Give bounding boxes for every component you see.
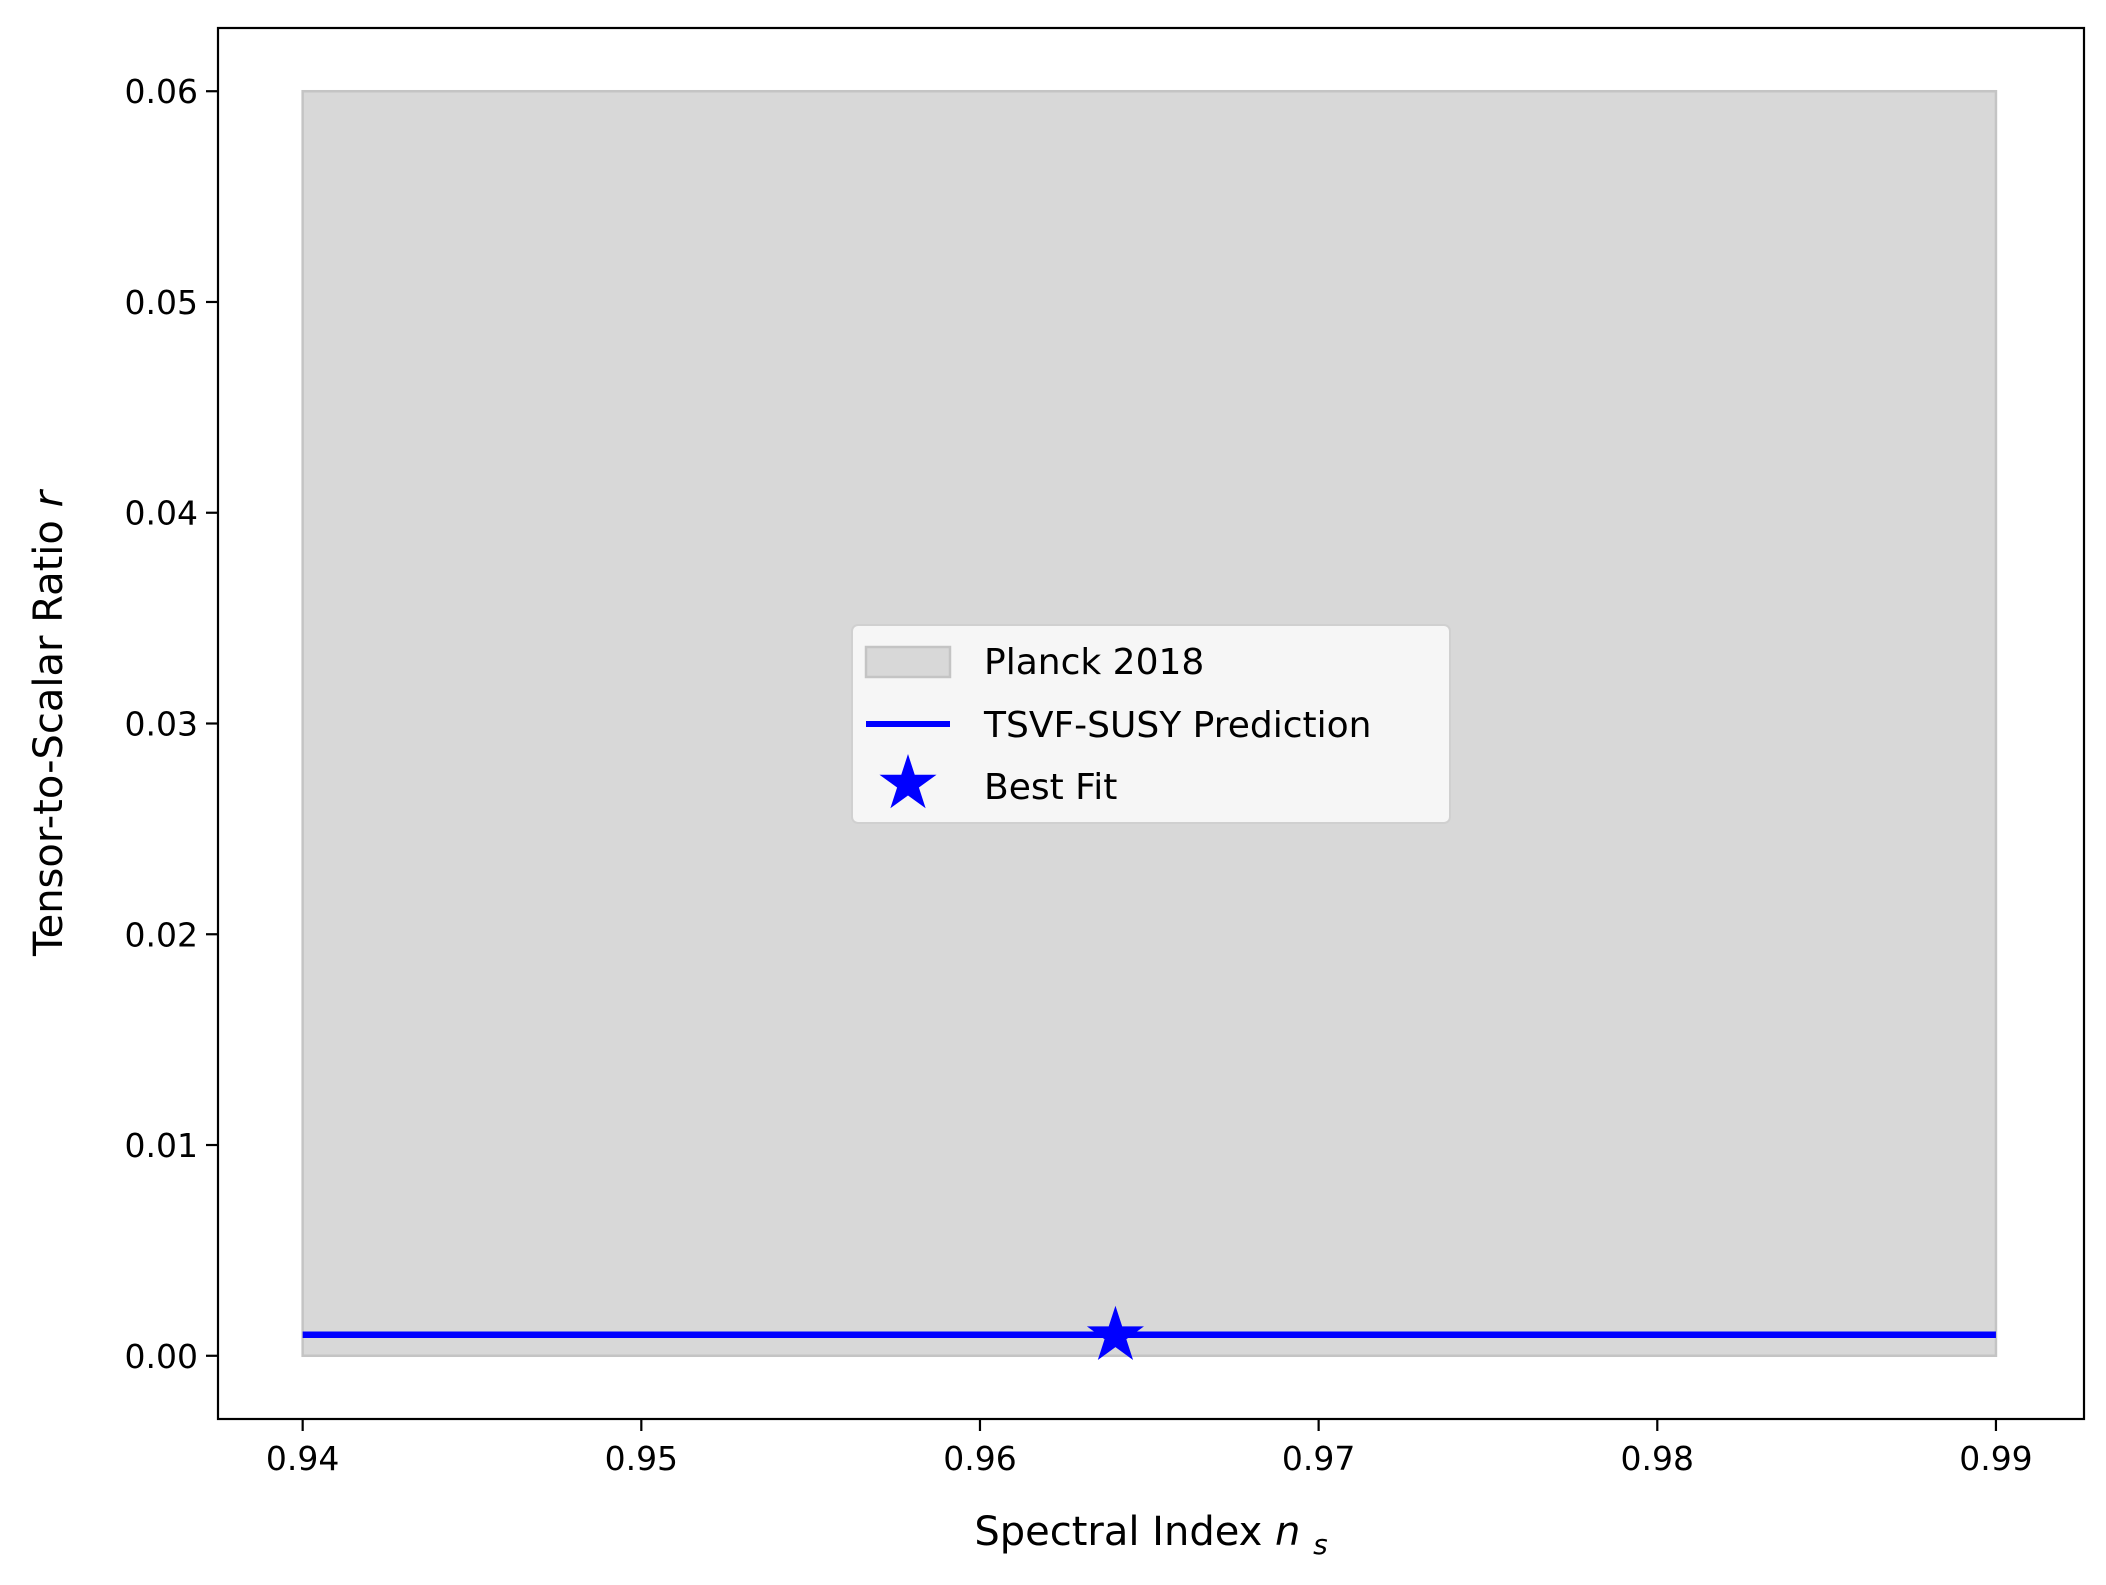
legend-label-best-fit: Best Fit bbox=[984, 767, 1117, 808]
legend-label-planck-2018: Planck 2018 bbox=[984, 642, 1204, 683]
legend-box bbox=[851, 624, 1451, 824]
x-tick-label: 0.95 bbox=[605, 1439, 678, 1478]
legend-swatch-planck-2018 bbox=[864, 645, 952, 679]
y-axis-label: Tensor-to-Scalar Ratio r bbox=[26, 488, 72, 957]
x-axis-label: Spectral Index n s bbox=[974, 1509, 1327, 1561]
x-tick-label: 0.96 bbox=[943, 1439, 1016, 1478]
y-axis-label-symbol: r bbox=[26, 488, 72, 507]
legend-label-tsvf-susy-prediction: TSVF-SUSY Prediction bbox=[983, 705, 1372, 746]
y-tick-label: 0.04 bbox=[125, 494, 198, 533]
x-tick-label: 0.99 bbox=[1959, 1439, 2032, 1478]
x-axis-ticks: 0.94 0.95 0.96 0.97 0.98 0.99 bbox=[266, 1419, 2033, 1478]
x-tick-label: 0.97 bbox=[1282, 1439, 1355, 1478]
y-tick-label: 0.06 bbox=[125, 72, 198, 111]
best-fit-star-marker bbox=[1086, 1305, 1144, 1360]
y-tick-label: 0.05 bbox=[125, 283, 198, 322]
x-axis-label-symbol: n bbox=[1275, 1509, 1300, 1555]
x-tick-label: 0.98 bbox=[1621, 1439, 1694, 1478]
legend: Planck 2018 TSVF-SUSY Prediction Best Fi… bbox=[851, 624, 1451, 824]
y-tick-label: 0.03 bbox=[125, 705, 198, 744]
x-axis-label-text: Spectral Index bbox=[974, 1509, 1262, 1555]
y-tick-label: 0.00 bbox=[125, 1337, 198, 1376]
y-axis-ticks: 0.00 0.01 0.02 0.03 0.04 0.05 0.06 bbox=[125, 72, 218, 1376]
legend-swatch-best-fit-star-icon bbox=[879, 754, 937, 809]
x-tick-label: 0.94 bbox=[266, 1439, 339, 1478]
x-axis-label-subscript: s bbox=[1313, 1528, 1328, 1561]
y-axis-label-text: Tensor-to-Scalar Ratio bbox=[26, 520, 72, 957]
y-tick-label: 0.02 bbox=[125, 915, 198, 954]
y-tick-label: 0.01 bbox=[125, 1126, 198, 1165]
